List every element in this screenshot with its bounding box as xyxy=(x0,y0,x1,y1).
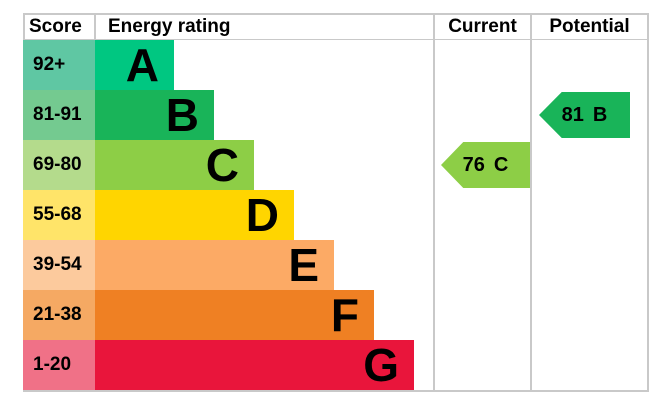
band-score-cell: 21-38 xyxy=(23,290,95,340)
band-row-f: 21-38 F xyxy=(23,290,648,340)
current-rating-arrow: 76 C xyxy=(441,142,530,188)
band-row-e: 39-54 E xyxy=(23,240,648,290)
band-bar-b: B xyxy=(95,90,214,140)
band-bar-e: E xyxy=(95,240,334,290)
band-letter-a: A xyxy=(125,39,159,91)
header-current: Current xyxy=(448,16,517,37)
band-score-label: 69-80 xyxy=(33,154,82,175)
band-score-cell: 55-68 xyxy=(23,190,95,240)
band-letter-f: F xyxy=(330,289,359,341)
current-rating-letter: C xyxy=(493,153,509,176)
divider-current-potential xyxy=(530,13,532,391)
band-score-cell: 81-91 xyxy=(23,90,95,140)
band-row-c: 69-80 C xyxy=(23,140,648,190)
band-score-cell: 1-20 xyxy=(23,340,95,390)
band-row-d: 55-68 D xyxy=(23,190,648,240)
band-bar-c: C xyxy=(95,140,254,190)
band-score-label: 39-54 xyxy=(33,254,82,275)
header-energy-rating: Energy rating xyxy=(108,16,231,37)
table-top-border xyxy=(23,13,649,15)
band-bar-d: D xyxy=(95,190,294,240)
potential-rating-letter: B xyxy=(592,103,608,126)
potential-rating-arrow: 81 B xyxy=(539,92,630,138)
header-potential: Potential xyxy=(549,16,630,37)
current-rating-value: 76 xyxy=(462,153,485,176)
band-row-g: 1-20 G xyxy=(23,340,648,390)
potential-rating-value: 81 xyxy=(561,103,584,126)
band-score-label: 55-68 xyxy=(33,204,82,225)
header-score: Score xyxy=(29,16,82,37)
table-bottom-border xyxy=(23,390,649,392)
band-row-b: 81-91 B xyxy=(23,90,648,140)
band-bar-a: A xyxy=(95,40,174,90)
band-letter-g: G xyxy=(363,339,399,391)
header-bottom-border xyxy=(23,38,649,40)
band-bar-g: G xyxy=(95,340,414,390)
band-score-cell: 69-80 xyxy=(23,140,95,190)
table-right-border xyxy=(647,13,649,391)
band-letter-e: E xyxy=(288,239,319,291)
band-letter-d: D xyxy=(245,189,279,241)
band-score-label: 21-38 xyxy=(33,304,82,325)
band-bar-f: F xyxy=(95,290,374,340)
band-score-cell: 39-54 xyxy=(23,240,95,290)
band-score-cell: 92+ xyxy=(23,40,95,90)
band-score-label: 1-20 xyxy=(33,354,72,375)
band-score-label: 81-91 xyxy=(33,104,82,125)
band-letter-b: B xyxy=(165,89,199,141)
band-row-a: 92+ A xyxy=(23,40,648,90)
band-score-label: 92+ xyxy=(33,54,66,75)
band-letter-c: C xyxy=(205,139,239,191)
divider-energy-current xyxy=(433,13,435,391)
